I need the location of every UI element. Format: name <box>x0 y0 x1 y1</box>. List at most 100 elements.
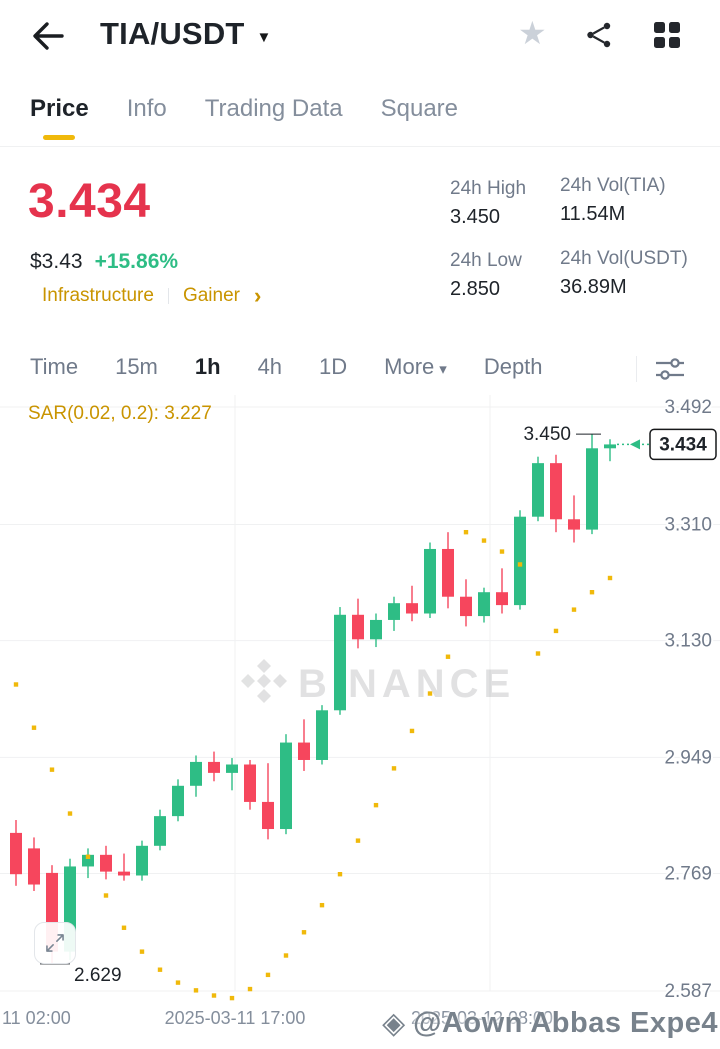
sar-dot <box>427 691 433 696</box>
interval-1d[interactable]: 1D <box>319 354 347 380</box>
sar-dot <box>409 728 415 734</box>
top-tabs: Price Info Trading Data Square <box>30 95 458 140</box>
sar-dot <box>157 967 163 972</box>
interval-4h[interactable]: 4h <box>258 354 282 380</box>
stat-value: 36.89M <box>560 276 627 298</box>
stat-value: 3.450 <box>450 206 501 228</box>
sar-dot <box>517 562 523 567</box>
price-arrow-icon <box>630 439 640 450</box>
stat-24h-vol-tia: 24h Vol(TIA) 11.54M <box>560 175 666 226</box>
grid-menu-icon[interactable] <box>652 20 682 55</box>
low-annotation: 2.629 <box>74 965 122 986</box>
sar-dot <box>283 953 289 958</box>
stat-value: 11.54M <box>560 203 626 225</box>
interval-1h[interactable]: 1h <box>195 354 221 380</box>
sar-dot <box>121 925 127 930</box>
binance-watermark: BINANCE <box>241 659 515 706</box>
interval-label: 1D <box>319 354 348 379</box>
interval-more[interactable]: More ▾ <box>384 354 447 380</box>
y-tick: 2.949 <box>664 747 712 768</box>
chart-area: BINANCE 3.492 3.310 3.130 2.949 2.769 2.587 3.4… <box>0 395 720 1005</box>
stat-24h-low: 24h Low 2.850 <box>450 250 522 301</box>
sar-dot <box>589 590 595 595</box>
back-button[interactable] <box>24 12 72 60</box>
sar-dot <box>481 538 487 543</box>
stat-24h-vol-usdt: 24h Vol(USDT) 36.89M <box>560 248 688 299</box>
tag-infrastructure[interactable]: Infrastructure <box>42 285 154 306</box>
svg-text:BINANCE: BINANCE <box>298 662 515 706</box>
candlestick-chart[interactable]: BINANCE 3.492 3.310 3.130 2.949 2.769 2.587 3.4… <box>0 395 720 1005</box>
last-price-tag-value: 3.434 <box>659 434 707 455</box>
sar-dot <box>265 972 271 978</box>
sar-dot <box>103 893 109 898</box>
divider <box>0 146 720 147</box>
tab-square[interactable]: Square <box>380 95 458 122</box>
interval-time[interactable]: Time <box>30 354 78 380</box>
stat-label: 24h High <box>450 178 527 199</box>
sar-dot <box>139 949 145 954</box>
x-tick: 11 02:00 <box>2 1008 71 1028</box>
sar-dot <box>607 575 613 581</box>
chart-settings-icon[interactable] <box>650 353 690 385</box>
pair-title: TIA/USDT <box>100 16 245 51</box>
sar-dot <box>211 993 217 998</box>
y-tick: 3.492 <box>664 397 712 418</box>
tags-row: Infrastructure Gainer › <box>42 285 261 307</box>
sar-dot <box>319 902 325 908</box>
stat-value: 2.850 <box>450 278 501 300</box>
last-price: 3.434 <box>28 175 151 228</box>
divider <box>636 356 637 382</box>
sar-dot <box>373 802 379 808</box>
expand-chart-button[interactable] <box>34 922 76 964</box>
interval-15m[interactable]: 15m <box>115 354 158 380</box>
high-annotation: 3.450 <box>523 424 571 445</box>
interval-label: 1h <box>194 354 221 379</box>
y-tick: 3.310 <box>664 514 712 535</box>
tag-gainer[interactable]: Gainer <box>182 285 240 306</box>
chevron-down-icon: ▼ <box>256 28 272 46</box>
share-icon[interactable] <box>584 20 614 55</box>
chevron-down-icon: ▾ <box>439 360 447 378</box>
price-sub-row: $3.43 +15.86% <box>30 250 178 274</box>
interval-label: 15m <box>115 354 158 379</box>
tab-trading-data[interactable]: Trading Data <box>204 95 343 122</box>
sar-indicator-label: SAR(0.02, 0.2): 3.227 <box>28 403 212 424</box>
y-tick: 2.587 <box>664 981 712 1002</box>
chevron-right-icon[interactable]: › <box>253 283 262 308</box>
credit-watermark: ◈ @Aown Abbas Expe4 <box>382 1006 718 1041</box>
tab-price[interactable]: Price <box>30 95 89 140</box>
sar-dot <box>463 529 469 535</box>
interval-label: More <box>384 354 435 379</box>
sar-dot <box>445 654 451 659</box>
sar-dot <box>85 854 91 859</box>
sar-dot <box>247 986 253 992</box>
last-price-tag <box>649 428 717 461</box>
diamond-logo-icon: ◈ <box>382 1007 406 1040</box>
stat-label: 24h Vol(USDT) <box>560 248 688 269</box>
interval-label: 4h <box>257 354 283 379</box>
x-tick: 2025-03-11 17:00 <box>164 1008 306 1028</box>
favorite-star-icon[interactable]: ★ <box>518 15 547 51</box>
sar-dot <box>13 682 19 687</box>
expand-icon <box>46 934 64 952</box>
stat-24h-high: 24h High 3.450 <box>450 178 526 229</box>
change-percent: +15.86% <box>94 250 179 273</box>
credit-text: @Aown Abbas Expe4 <box>413 1007 718 1039</box>
back-arrow-icon <box>33 22 64 50</box>
sar-dot <box>499 549 505 554</box>
pair-selector[interactable]: TIA/USDT ▼ <box>100 16 271 52</box>
fiat-price: $3.43 <box>30 250 83 273</box>
stat-label: 24h Low <box>450 250 522 271</box>
sar-dot <box>355 838 361 843</box>
tab-depth[interactable]: Depth <box>484 354 543 380</box>
divider <box>167 288 169 304</box>
sar-dot <box>31 725 37 730</box>
tab-info[interactable]: Info <box>126 95 167 122</box>
sar-dot <box>553 628 559 634</box>
y-tick: 2.769 <box>664 864 712 885</box>
sar-dot <box>49 767 55 772</box>
stat-label: 24h Vol(TIA) <box>560 175 666 196</box>
sar-dot <box>337 872 343 877</box>
sar-dot <box>571 607 577 612</box>
interval-label: Time <box>30 354 79 379</box>
